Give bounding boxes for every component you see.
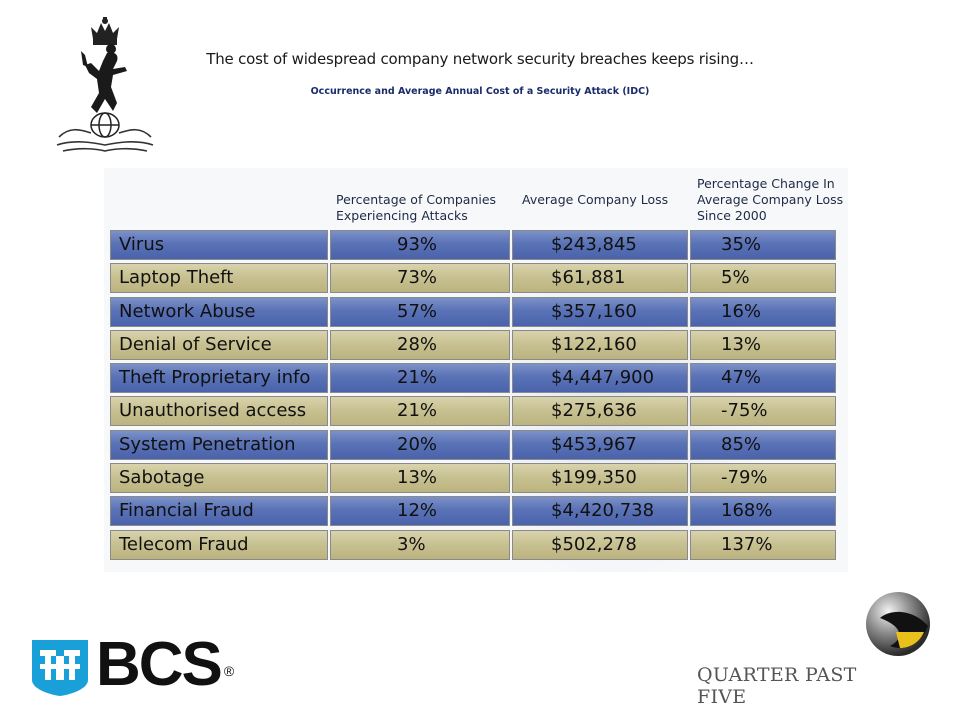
- row-change-cell: 5%: [690, 263, 836, 294]
- row-percentage-cell: 57%: [330, 296, 510, 327]
- row-percentage-cell: 3%: [330, 529, 510, 560]
- row-percentage-cell: 20%: [330, 429, 510, 460]
- row-change-cell: 13%: [690, 329, 836, 360]
- row-percentage-cell: 73%: [330, 263, 510, 294]
- row-loss-cell: $243,845: [512, 230, 688, 260]
- row-name-cell: Network Abuse: [110, 296, 328, 327]
- row-percentage-cell: 12%: [330, 496, 510, 527]
- row-name-cell: Unauthorised access: [110, 396, 328, 427]
- sphere-logo-icon: [866, 592, 930, 656]
- row-name-cell: Financial Fraud: [110, 496, 328, 527]
- row-loss-cell: $199,350: [512, 463, 688, 494]
- table-row: Network Abuse 57% $357,160 16%: [110, 296, 842, 327]
- row-loss-cell: $275,636: [512, 396, 688, 427]
- table-row: Financial Fraud 12% $4,420,738 168%: [110, 496, 842, 527]
- table-row: Telecom Fraud 3% $502,278 137%: [110, 529, 842, 560]
- row-loss-cell: $4,420,738: [512, 496, 688, 527]
- row-change-cell: 47%: [690, 363, 836, 394]
- table-row: Laptop Theft 73% $61,881 5%: [110, 263, 842, 294]
- table-header: Percentage of Companies Experiencing Att…: [104, 168, 848, 230]
- header-percentage-change: Percentage Change In Average Company Los…: [697, 176, 844, 223]
- row-change-cell: -79%: [690, 463, 836, 494]
- table-row: Denial of Service 28% $122,160 13%: [110, 329, 842, 360]
- row-name-cell: Sabotage: [110, 463, 328, 494]
- bcs-logo-icon: [32, 640, 88, 696]
- row-loss-cell: $357,160: [512, 296, 688, 327]
- row-percentage-cell: 21%: [330, 363, 510, 394]
- bcs-wordmark: BCS ®: [96, 630, 234, 699]
- row-change-cell: 16%: [690, 296, 836, 327]
- data-table-panel: Percentage of Companies Experiencing Att…: [104, 168, 848, 572]
- slide-title: The cost of widespread company network s…: [206, 50, 754, 68]
- row-change-cell: -75%: [690, 396, 836, 427]
- row-loss-cell: $122,160: [512, 329, 688, 360]
- quarter-past-five-wordmark: QUARTER PAST FIVE: [697, 664, 857, 708]
- bcs-text: BCS: [96, 630, 223, 699]
- row-name-cell: System Penetration: [110, 429, 328, 460]
- table-row: System Penetration 20% $453,967 85%: [110, 429, 842, 460]
- table-row: Sabotage 13% $199,350 -79%: [110, 463, 842, 494]
- row-name-cell: Denial of Service: [110, 329, 328, 360]
- row-change-cell: 35%: [690, 230, 836, 260]
- table-body: Virus 93% $243,845 35% Laptop Theft 73% $61,88…: [110, 230, 842, 563]
- row-change-cell: 137%: [690, 529, 836, 560]
- row-loss-cell: $453,967: [512, 429, 688, 460]
- row-change-cell: 168%: [690, 496, 836, 527]
- row-percentage-cell: 13%: [330, 463, 510, 494]
- row-percentage-cell: 93%: [330, 230, 510, 260]
- row-name-cell: Virus: [110, 230, 328, 260]
- header-percentage-companies: Percentage of Companies Experiencing Att…: [336, 192, 497, 223]
- royal-signals-crest-icon: [56, 17, 154, 152]
- header-average-loss: Average Company Loss: [522, 192, 669, 207]
- row-percentage-cell: 21%: [330, 396, 510, 427]
- table-row: Theft Proprietary info 21% $4,447,900 47%: [110, 363, 842, 394]
- row-loss-cell: $502,278: [512, 529, 688, 560]
- registered-mark: ®: [223, 663, 234, 679]
- table-row: Unauthorised access 21% $275,636 -75%: [110, 396, 842, 427]
- slide-subtitle: Occurrence and Average Annual Cost of a …: [310, 86, 650, 97]
- row-percentage-cell: 28%: [330, 329, 510, 360]
- row-loss-cell: $61,881: [512, 263, 688, 294]
- row-name-cell: Laptop Theft: [110, 263, 328, 294]
- row-name-cell: Telecom Fraud: [110, 529, 328, 560]
- table-row: Virus 93% $243,845 35%: [110, 230, 842, 260]
- row-name-cell: Theft Proprietary info: [110, 363, 328, 394]
- row-loss-cell: $4,447,900: [512, 363, 688, 394]
- row-change-cell: 85%: [690, 429, 836, 460]
